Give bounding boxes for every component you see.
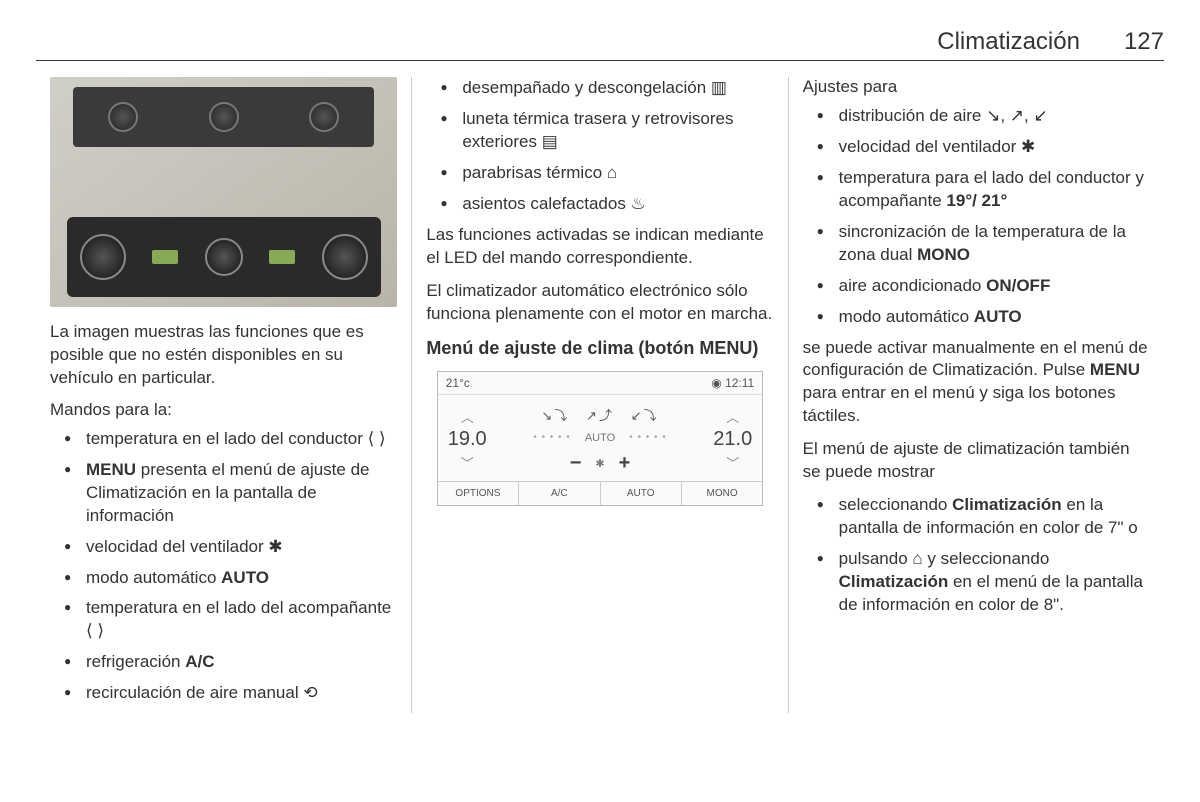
- minus-icon: −: [570, 452, 582, 475]
- temp-right: ︿ 21.0 ﹀: [713, 407, 752, 472]
- plus-minus-row: − ✱ +: [570, 452, 631, 475]
- list-item: seleccionando Climatización en la pantal…: [803, 494, 1150, 540]
- list-item: velocidad del ventilador ✱: [50, 536, 397, 559]
- climate-menu-screenshot: 21°c ◉ 12:11 ︿ 19.0 ﹀ ↘⤵ ↗⤴ ↙⤵ • • • • •…: [437, 371, 763, 506]
- paragraph: Las funciones activadas se indican media…: [426, 224, 773, 270]
- lower-control-row: [67, 217, 381, 297]
- screen-tabs: OPTIONSA/CAUTOMONO: [438, 481, 762, 505]
- screen-center: ↘⤵ ↗⤴ ↙⤵ • • • • • AUTO • • • • • − ✱ +: [533, 405, 667, 475]
- screen-tab: A/C: [519, 482, 600, 505]
- list-item: MENU presenta el menú de ajuste de Clima…: [50, 459, 397, 528]
- list-item: recirculación de aire manual ⟲: [50, 682, 397, 705]
- fan-icon: ✱: [595, 457, 604, 470]
- subheading: Menú de ajuste de clima (botón MENU): [426, 337, 773, 360]
- list-item: desempañado y descongelación ▥: [426, 77, 773, 100]
- controls-list: temperatura en el lado del conductor ⟨ ⟩…: [50, 428, 397, 705]
- upper-control-row: [73, 87, 374, 147]
- display-options-list: seleccionando Climatización en la pantal…: [803, 494, 1150, 617]
- display-icon: [269, 250, 295, 264]
- header-title: Climatización: [937, 28, 1080, 56]
- list-heading: Mandos para la:: [50, 400, 397, 420]
- climate-control-photo: [50, 77, 397, 307]
- list-item: asientos calefactados ♨: [426, 193, 773, 216]
- image-caption: La imagen muestras las funciones que es …: [50, 321, 397, 390]
- list-item: temperatura en el lado del conductor ⟨ ⟩: [50, 428, 397, 451]
- auto-label: AUTO: [585, 432, 615, 444]
- chevron-up-icon: ︿: [461, 407, 474, 426]
- list-item: pulsando ⌂ y seleccionando Climatización…: [803, 548, 1150, 617]
- screen-tab: AUTO: [601, 482, 682, 505]
- knob-icon: [205, 238, 243, 276]
- knob-icon: [322, 234, 368, 280]
- list-item: velocidad del ventilador ✱: [803, 136, 1150, 159]
- chevron-down-icon: ﹀: [461, 453, 474, 472]
- list-heading: Ajustes para: [803, 77, 1150, 97]
- air-distribution-icons: ↘⤵ ↗⤴ ↙⤵: [541, 405, 658, 424]
- knob-icon: [108, 102, 138, 132]
- temp-left-value: 19.0: [448, 428, 487, 451]
- screen-statusbar: 21°c ◉ 12:11: [438, 372, 762, 395]
- screen-tab: MONO: [682, 482, 762, 505]
- chevron-down-icon: ﹀: [726, 453, 739, 472]
- list-item: modo automático AUTO: [50, 567, 397, 590]
- paragraph: se puede activar manualmente en el menú …: [803, 337, 1150, 429]
- list-item: refrigeración A/C: [50, 651, 397, 674]
- settings-list: distribución de aire ↘, ↗, ↙ velocidad de…: [803, 105, 1150, 329]
- list-item: temperatura en el lado del acompañante ⟨…: [50, 597, 397, 643]
- list-item: luneta térmica trasera y retrovisores ex…: [426, 108, 773, 154]
- temp-right-value: 21.0: [713, 428, 752, 451]
- temp-left: ︿ 19.0 ﹀: [448, 407, 487, 472]
- list-item: sincronización de la temperatura de la z…: [803, 221, 1150, 267]
- fan-dots-left: • • • • •: [533, 432, 571, 443]
- list-item: aire acondicionado ON/OFF: [803, 275, 1150, 298]
- screen-time: ◉ 12:11: [711, 376, 754, 390]
- screen-tab: OPTIONS: [438, 482, 519, 505]
- list-item: modo automático AUTO: [803, 306, 1150, 329]
- chevron-up-icon: ︿: [726, 407, 739, 426]
- display-icon: [152, 250, 178, 264]
- features-list: desempañado y descongelación ▥ luneta tér…: [426, 77, 773, 216]
- fan-dots-right: • • • • •: [629, 432, 667, 443]
- column-1: La imagen muestras las funciones que es …: [36, 77, 411, 713]
- paragraph: El menú de ajuste de climatización tambi…: [803, 438, 1150, 484]
- plus-icon: +: [619, 452, 631, 475]
- list-item: distribución de aire ↘, ↗, ↙: [803, 105, 1150, 128]
- paragraph: El climatizador automático electrónico s…: [426, 280, 773, 326]
- knob-icon: [309, 102, 339, 132]
- knob-icon: [80, 234, 126, 280]
- screen-body: ︿ 19.0 ﹀ ↘⤵ ↗⤴ ↙⤵ • • • • • AUTO • • • •…: [438, 395, 762, 481]
- page-header: Climatización 127: [36, 28, 1164, 61]
- list-item: parabrisas térmico ⌂: [426, 162, 773, 185]
- column-3: Ajustes para distribución de aire ↘, ↗, …: [789, 77, 1164, 713]
- auto-fan-row: • • • • • AUTO • • • • •: [533, 432, 667, 444]
- screen-temp-label: 21°c: [446, 376, 470, 390]
- list-item: temperatura para el lado del conductor y…: [803, 167, 1150, 213]
- knob-icon: [209, 102, 239, 132]
- page-number: 127: [1124, 28, 1164, 56]
- column-2: desempañado y descongelación ▥ luneta tér…: [412, 77, 787, 713]
